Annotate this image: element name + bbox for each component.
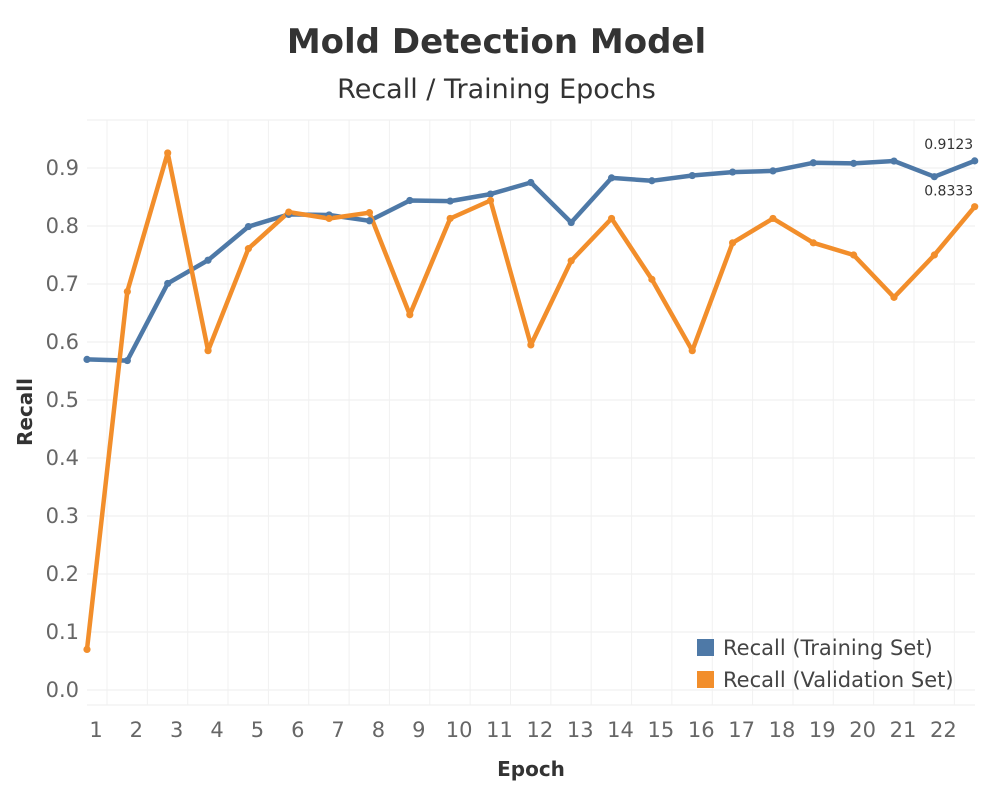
- data-point-validation: [204, 347, 212, 355]
- x-tick-label: 8: [372, 718, 385, 742]
- data-point-training: [567, 218, 575, 227]
- y-tick-label: 0.5: [46, 388, 79, 412]
- data-point-training: [486, 190, 495, 198]
- series-points: [83, 149, 979, 654]
- data-point-validation: [769, 214, 777, 223]
- x-tick-label: 12: [526, 718, 553, 742]
- data-point-validation: [244, 245, 252, 253]
- x-tick-label: 4: [210, 718, 223, 742]
- data-point-validation: [486, 196, 495, 205]
- data-point-validation: [890, 293, 898, 301]
- data-point-validation: [648, 275, 656, 283]
- data-point-training: [204, 256, 212, 264]
- series-lines: [84, 150, 977, 652]
- data-point-validation: [325, 214, 333, 223]
- data-point-validation: [406, 311, 414, 319]
- x-tick-label: 11: [486, 718, 513, 742]
- data-point-training: [123, 356, 131, 365]
- x-tick-label: 16: [688, 718, 715, 742]
- data-point-validation: [83, 645, 91, 654]
- y-axis: 0.0 0.1 0.2 0.3 0.4 0.5 0.6 0.7 0.8 0.9: [46, 156, 79, 702]
- data-point-training: [164, 279, 172, 288]
- x-tick-label: 14: [607, 718, 634, 742]
- y-tick-label: 0.2: [46, 562, 79, 586]
- x-tick-label: 1: [89, 718, 102, 742]
- data-point-training: [930, 173, 938, 181]
- series-line-training: [84, 158, 977, 363]
- y-tick-label: 0.6: [46, 330, 79, 354]
- data-point-validation: [930, 251, 938, 259]
- data-point-training: [809, 159, 817, 167]
- x-tick-label: 2: [130, 718, 143, 742]
- data-point-training: [971, 157, 979, 165]
- data-label-training-last: 0.9123: [924, 137, 973, 153]
- data-point-training: [607, 174, 616, 182]
- y-tick-label: 0.3: [46, 504, 79, 528]
- y-tick-label: 0.4: [46, 446, 79, 470]
- legend-label-validation: Recall (Validation Set): [723, 668, 954, 692]
- data-point-training: [850, 159, 858, 167]
- x-tick-label: 21: [890, 718, 917, 742]
- y-tick-label: 0.7: [46, 272, 79, 296]
- data-point-validation: [971, 203, 979, 211]
- data-point-training: [769, 167, 777, 175]
- data-point-validation: [809, 239, 817, 247]
- x-axis-title: Epoch: [497, 757, 565, 781]
- data-point-training: [890, 157, 898, 165]
- data-point-training: [729, 168, 737, 176]
- data-point-training: [446, 197, 454, 205]
- x-tick-label: 19: [809, 718, 836, 742]
- legend-swatch-training: [697, 639, 714, 656]
- x-tick-label: 22: [930, 718, 957, 742]
- data-point-training: [527, 178, 535, 187]
- data-point-training: [688, 171, 696, 180]
- data-point-training: [83, 355, 91, 363]
- x-tick-label: 13: [567, 718, 594, 742]
- data-point-validation: [123, 287, 131, 296]
- data-point-validation: [607, 214, 616, 223]
- chart-title: Mold Detection Model: [286, 22, 707, 62]
- x-axis: 1 2 3 4 5 6 7 8 9 10 11 12 13 14 15 16 17 18 19 20 21 22: [89, 718, 956, 742]
- data-point-training: [365, 217, 374, 225]
- data-point-training: [244, 222, 252, 231]
- x-tick-label: 17: [728, 718, 755, 742]
- data-point-validation: [527, 341, 535, 349]
- data-point-validation: [850, 251, 858, 259]
- grid: [87, 119, 975, 706]
- x-tick-label: 3: [170, 718, 183, 742]
- series-line-validation: [84, 150, 977, 652]
- x-tick-label: 18: [769, 718, 796, 742]
- x-tick-label: 6: [291, 718, 304, 742]
- legend-swatch-validation: [697, 671, 714, 688]
- y-tick-label: 0.0: [46, 678, 79, 702]
- data-point-validation: [729, 239, 737, 247]
- y-axis-title: Recall: [13, 378, 37, 446]
- y-tick-label: 0.1: [46, 620, 79, 644]
- data-point-validation: [567, 257, 575, 265]
- x-tick-label: 7: [331, 718, 344, 742]
- y-tick-label: 0.8: [46, 214, 79, 238]
- data-point-validation: [164, 149, 172, 157]
- chart-subtitle: Recall / Training Epochs: [337, 74, 656, 105]
- data-point-validation: [688, 347, 696, 355]
- x-tick-label: 5: [251, 718, 264, 742]
- legend-label-training: Recall (Training Set): [723, 636, 933, 660]
- data-labels: 0.9123 0.8333: [924, 137, 973, 200]
- data-point-training: [648, 177, 656, 185]
- data-point-training: [406, 196, 414, 205]
- legend: Recall (Training Set) Recall (Validation …: [697, 636, 954, 692]
- x-tick-label: 20: [849, 718, 876, 742]
- x-tick-label: 15: [648, 718, 675, 742]
- data-label-validation-last: 0.8333: [924, 184, 973, 200]
- data-point-validation: [285, 208, 293, 216]
- data-point-validation: [446, 214, 454, 223]
- x-tick-label: 9: [412, 718, 425, 742]
- x-tick-label: 10: [446, 718, 473, 742]
- data-point-validation: [365, 209, 374, 217]
- y-tick-label: 0.9: [46, 156, 79, 180]
